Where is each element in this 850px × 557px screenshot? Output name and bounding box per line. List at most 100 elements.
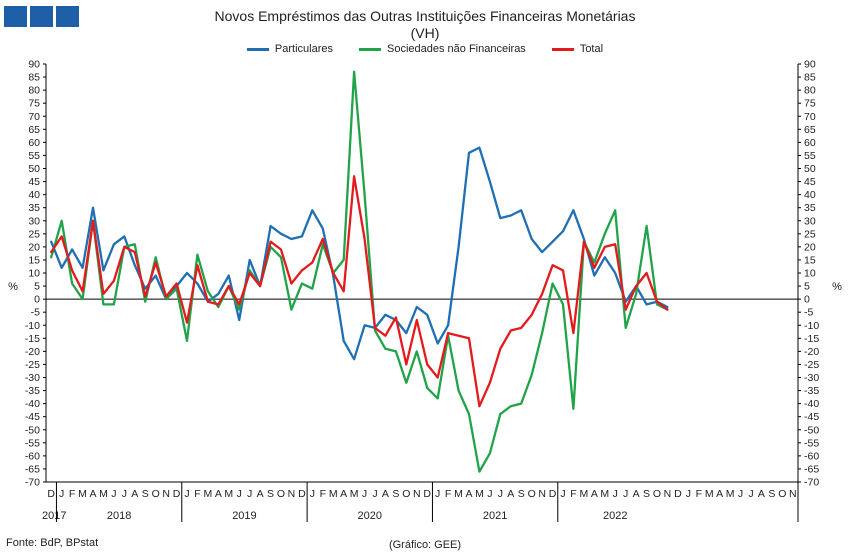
y-tick-label-left: 90 bbox=[28, 59, 40, 71]
y-tick-label-right: -15 bbox=[804, 333, 819, 345]
x-tick-label: J bbox=[59, 488, 64, 500]
y-tick-label-right: 80 bbox=[804, 85, 816, 97]
x-tick-label: M bbox=[580, 488, 589, 500]
y-tick-label-right: -30 bbox=[804, 372, 819, 384]
x-tick-label: A bbox=[131, 488, 138, 500]
x-tick-label: J bbox=[362, 488, 367, 500]
year-label: 2019 bbox=[232, 510, 256, 522]
y-tick-label-right: 20 bbox=[804, 241, 816, 253]
y-tick-label-right: -70 bbox=[804, 477, 819, 489]
y-tick-label-right: -35 bbox=[804, 385, 819, 397]
y-tick-label-left: -15 bbox=[25, 333, 40, 345]
y-tick-label-right: 35 bbox=[804, 202, 816, 214]
chart-legend: Particulares Sociedades não Financeiras … bbox=[0, 43, 850, 55]
y-tick-label-right: 65 bbox=[804, 124, 816, 136]
x-tick-label: J bbox=[623, 488, 628, 500]
x-tick-label: M bbox=[454, 488, 463, 500]
y-tick-label-right: 30 bbox=[804, 215, 816, 227]
x-tick-label: D bbox=[173, 488, 181, 500]
legend-label: Sociedades não Financeiras bbox=[387, 43, 526, 55]
x-tick-label: N bbox=[789, 488, 797, 500]
x-tick-label: F bbox=[570, 488, 576, 500]
x-tick-label: A bbox=[507, 488, 514, 500]
y-tick-label-right: 90 bbox=[804, 59, 816, 71]
x-tick-label: N bbox=[664, 488, 672, 500]
x-tick-label: J bbox=[310, 488, 315, 500]
x-tick-label: A bbox=[465, 488, 472, 500]
y-tick-label-right: 50 bbox=[804, 163, 816, 175]
y-tick-label-right: 75 bbox=[804, 98, 816, 110]
x-tick-label: D bbox=[674, 488, 682, 500]
y-tick-label-left: 30 bbox=[28, 215, 40, 227]
x-tick-label: S bbox=[142, 488, 149, 500]
x-tick-label: N bbox=[162, 488, 170, 500]
x-tick-label: J bbox=[748, 488, 753, 500]
x-tick-label: J bbox=[686, 488, 691, 500]
y-axis-label-left: % bbox=[8, 281, 18, 293]
series-line-total bbox=[50, 175, 669, 408]
legend-label: Particulares bbox=[274, 43, 333, 55]
x-tick-label: O bbox=[778, 488, 786, 500]
year-label: 2020 bbox=[358, 510, 382, 522]
y-tick-label-left: 40 bbox=[28, 189, 40, 201]
year-label: 2022 bbox=[603, 510, 627, 522]
y-tick-label-right: 5 bbox=[804, 281, 810, 293]
y-tick-label-left: 65 bbox=[28, 124, 40, 136]
logo-square bbox=[4, 6, 27, 27]
x-tick-label: F bbox=[696, 488, 702, 500]
legend-item-total: Total bbox=[551, 43, 604, 55]
x-tick-label: M bbox=[726, 488, 735, 500]
y-tick-label-right: -5 bbox=[804, 307, 813, 319]
x-tick-label: A bbox=[758, 488, 765, 500]
x-tick-label: O bbox=[277, 488, 285, 500]
y-tick-label-right: -10 bbox=[804, 320, 819, 332]
x-tick-label: F bbox=[194, 488, 200, 500]
y-tick-label-right: 85 bbox=[804, 72, 816, 84]
y-tick-label-left: 85 bbox=[28, 72, 40, 84]
x-tick-label: J bbox=[372, 488, 377, 500]
x-tick-label: A bbox=[591, 488, 598, 500]
x-tick-label: D bbox=[298, 488, 306, 500]
x-tick-label: D bbox=[549, 488, 557, 500]
x-tick-label: F bbox=[69, 488, 75, 500]
x-tick-label: A bbox=[382, 488, 389, 500]
y-tick-label-left: 55 bbox=[28, 150, 40, 162]
x-tick-label: N bbox=[413, 488, 421, 500]
x-tick-label: S bbox=[643, 488, 650, 500]
x-tick-label: A bbox=[340, 488, 347, 500]
y-tick-label-right: -40 bbox=[804, 398, 819, 410]
y-tick-label-left: -55 bbox=[25, 437, 40, 449]
year-label: 2017 bbox=[42, 510, 66, 522]
x-tick-label: M bbox=[224, 488, 233, 500]
y-tick-label-right: 70 bbox=[804, 111, 816, 123]
x-tick-label: J bbox=[111, 488, 116, 500]
x-tick-label: A bbox=[633, 488, 640, 500]
x-tick-label: M bbox=[350, 488, 359, 500]
x-tick-label: D bbox=[423, 488, 431, 500]
x-tick-label: M bbox=[705, 488, 714, 500]
y-tick-label-left: -30 bbox=[25, 372, 40, 384]
y-tick-label-right: -20 bbox=[804, 346, 819, 358]
y-tick-label-left: 80 bbox=[28, 85, 40, 97]
x-tick-label: M bbox=[475, 488, 484, 500]
y-tick-label-left: 10 bbox=[28, 268, 40, 280]
legend-label: Total bbox=[579, 43, 604, 55]
x-tick-label: J bbox=[498, 488, 503, 500]
y-tick-label-right: 40 bbox=[804, 189, 816, 201]
x-tick-label: S bbox=[392, 488, 399, 500]
y-tick-label-left: 20 bbox=[28, 241, 40, 253]
y-tick-label-right: 25 bbox=[804, 228, 816, 240]
legend-swatch bbox=[551, 47, 574, 51]
y-tick-label-left: -35 bbox=[25, 385, 40, 397]
credit-note: (Gráfico: GEE) bbox=[388, 539, 462, 551]
x-tick-label: N bbox=[538, 488, 546, 500]
y-tick-label-right: -65 bbox=[804, 463, 819, 475]
y-tick-label-left: -70 bbox=[25, 477, 40, 489]
legend-swatch bbox=[359, 47, 381, 51]
legend-swatch bbox=[246, 47, 269, 51]
y-tick-label-right: -50 bbox=[804, 424, 819, 436]
y-tick-label-right: 60 bbox=[804, 137, 816, 149]
y-tick-label-left: -40 bbox=[25, 398, 40, 410]
x-tick-label: A bbox=[716, 488, 723, 500]
